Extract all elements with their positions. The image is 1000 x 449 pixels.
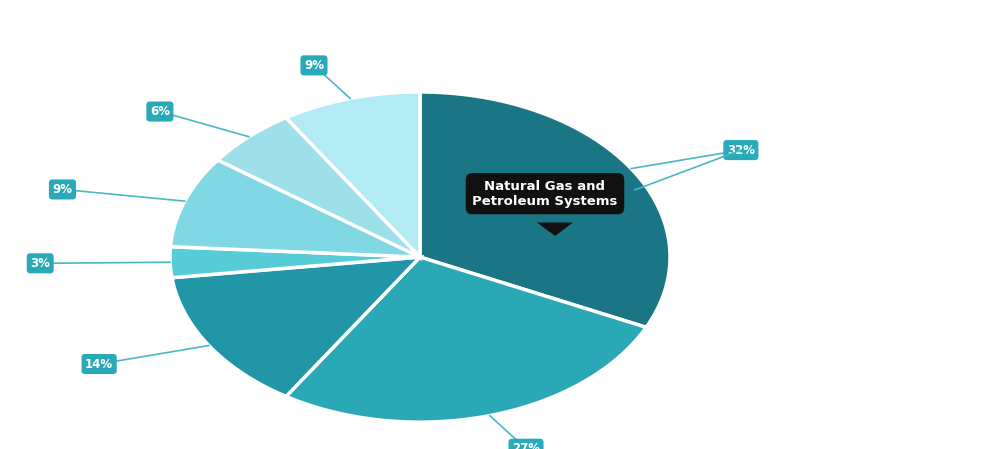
Polygon shape	[286, 92, 420, 257]
Polygon shape	[170, 247, 420, 278]
Polygon shape	[286, 257, 646, 422]
Text: 27%: 27%	[512, 442, 540, 449]
Polygon shape	[537, 223, 573, 236]
Polygon shape	[172, 257, 420, 396]
Polygon shape	[170, 160, 420, 257]
Text: 3%: 3%	[30, 257, 50, 270]
Text: 9%: 9%	[304, 59, 324, 72]
Polygon shape	[218, 118, 420, 257]
Text: 9%: 9%	[52, 183, 72, 196]
Text: 2021 U.S. Methane Emissions, By Source: 2021 U.S. Methane Emissions, By Source	[180, 18, 820, 47]
Text: 6%: 6%	[150, 105, 170, 118]
Polygon shape	[420, 92, 670, 327]
Text: 14%: 14%	[85, 357, 113, 370]
Text: Natural Gas and
Petroleum Systems: Natural Gas and Petroleum Systems	[472, 180, 618, 208]
Text: 32%: 32%	[727, 144, 755, 157]
